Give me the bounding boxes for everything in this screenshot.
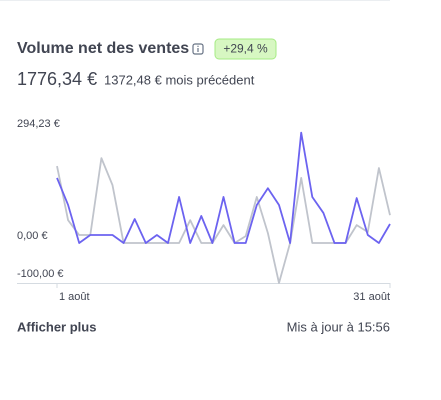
y-tick-label: 294,23 € xyxy=(17,118,60,130)
series-line xyxy=(56,131,391,244)
badge-bg xyxy=(214,38,277,60)
x-tick-label: 31 août xyxy=(353,291,390,303)
info-icon[interactable] xyxy=(192,43,204,55)
badge: +29,4 % xyxy=(223,42,268,56)
link[interactable]: Afficher plus xyxy=(17,319,96,334)
total: 1776,34 € xyxy=(17,69,97,89)
previous: 1372,48 € mois précédent xyxy=(104,72,255,87)
chart-title: Volume net des ventes xyxy=(17,40,189,57)
y-tick-label: 0,00 € xyxy=(17,230,48,242)
updated: Mis à jour à 15:56 xyxy=(287,319,390,334)
x-tick-label: 1 août xyxy=(59,291,90,303)
series-line xyxy=(56,157,391,284)
y-tick-label: -100,00 € xyxy=(17,268,63,280)
